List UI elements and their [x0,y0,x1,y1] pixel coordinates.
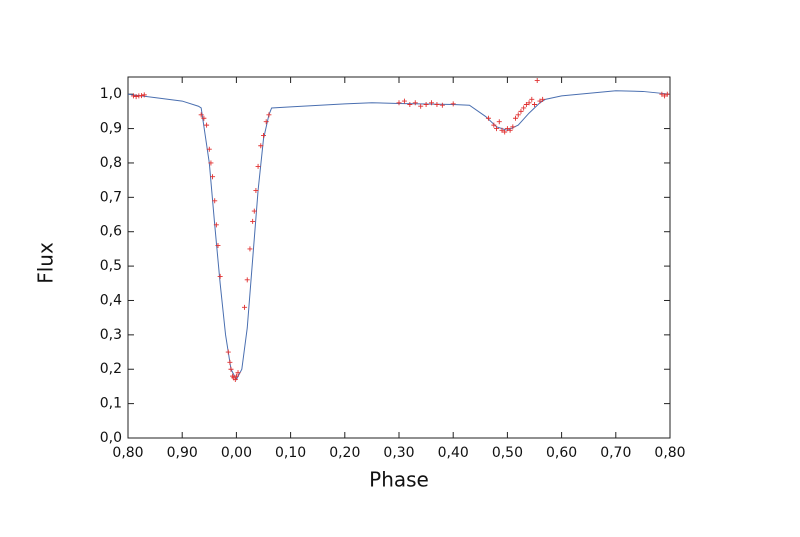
x-tick-label: 0,20 [329,445,360,461]
y-tick-label: 0,7 [100,189,122,205]
data-point [510,124,516,130]
data-point [401,98,407,104]
x-tick-label: 0,60 [546,445,577,461]
data-point [396,100,402,106]
data-point [227,359,233,365]
data-point [429,100,435,106]
x-tick-label: 0,90 [167,445,198,461]
data-point [523,102,529,108]
data-point [141,92,147,98]
x-tick-label: 0,30 [383,445,414,461]
data-point [507,127,513,133]
data-point [496,119,502,125]
data-point [244,277,250,283]
x-tick-label: 0,10 [275,445,306,461]
data-point [491,122,497,128]
data-point [518,108,524,114]
data-point [217,273,223,279]
data-point [213,222,219,228]
data-point [529,96,535,102]
model-line [127,90,671,381]
data-point [526,100,532,106]
data-point [662,93,668,99]
data-point [208,160,214,166]
data-point [198,112,204,118]
data-point [418,103,424,109]
x-tick-label: 0,50 [492,445,523,461]
y-tick-label: 0,5 [100,258,122,274]
data-point [412,100,418,106]
data-point [250,218,256,224]
data-point [439,102,445,108]
data-point [499,127,505,133]
data-point [434,102,440,108]
data-point [515,112,521,118]
y-tick-label: 0,2 [100,361,122,377]
data-point [537,98,543,104]
y-axis-title: Flux [34,242,58,284]
data-point [513,115,519,121]
x-tick-label: 0,80 [112,445,143,461]
plot-frame [127,76,671,439]
data-point [502,129,508,135]
data-point [659,91,665,97]
data-point [247,246,253,252]
x-tick-label: 0,70 [600,445,631,461]
data-point [407,102,413,108]
data-point [521,105,527,111]
data-point [534,77,540,83]
y-tick-label: 1,0 [100,86,122,102]
data-point [225,349,231,355]
y-tick-label: 0,0 [100,430,122,446]
y-tick-label: 0,8 [100,155,122,171]
data-point [228,366,234,372]
data-point [130,93,136,99]
data-point [540,96,546,102]
y-tick-label: 0,9 [100,121,122,137]
data-point [266,112,272,118]
data-point [206,146,212,152]
y-tick-label: 0,3 [100,327,122,343]
data-point [261,132,266,138]
x-axis-title: Phase [369,468,429,492]
data-point [664,91,670,97]
data-point [139,93,145,99]
data-point [201,115,207,121]
data-point [423,102,429,108]
data-point [504,126,510,132]
x-tick-label: 0,80 [654,445,685,461]
data-point [210,174,216,180]
data-point [212,198,218,204]
y-tick-label: 0,4 [100,292,122,308]
data-point [233,373,239,379]
y-tick-label: 0,1 [100,396,122,412]
x-tick-label: 0,40 [438,445,469,461]
data-point [242,304,248,310]
data-point [485,115,491,121]
data-point [232,377,238,383]
data-point [258,143,264,149]
data-point [253,187,259,193]
x-tick-label: 0,00 [221,445,252,461]
data-point [215,242,221,248]
data-point [133,94,139,100]
data-point [255,163,261,169]
data-point [263,119,269,125]
data-point [494,126,500,132]
data-point [235,370,241,376]
data-point [532,102,537,108]
data-point [450,101,456,107]
data-point [251,208,257,214]
data-point [204,122,210,128]
y-tick-label: 0,6 [100,224,122,240]
